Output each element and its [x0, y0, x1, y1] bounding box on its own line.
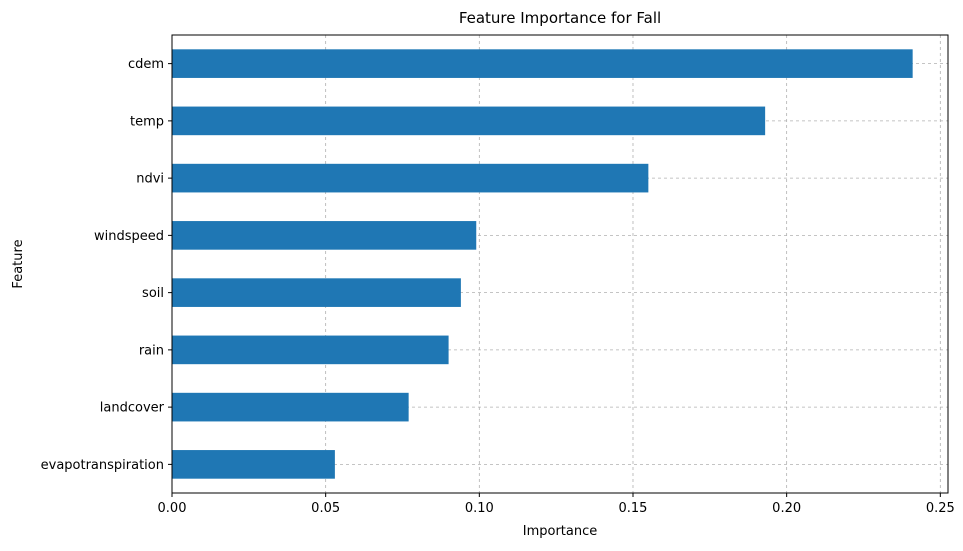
bar-rain	[172, 335, 449, 365]
x-tick-label: 0.00	[158, 501, 187, 516]
bar-windspeed	[172, 221, 477, 250]
plot-frame	[171, 34, 949, 494]
x-tick-label: 0.15	[619, 501, 648, 516]
y-tick-label: ndvi	[136, 172, 164, 187]
y-tick-label: soil	[142, 286, 164, 301]
y-tick-label: evapotranspiration	[41, 458, 164, 473]
bar-soil	[172, 278, 461, 307]
bar-ndvi	[172, 163, 649, 193]
grid-layer	[171, 35, 948, 493]
x-tick-label: 0.25	[926, 501, 955, 516]
bars-layer	[172, 49, 913, 479]
x-tick-label: 0.05	[311, 501, 340, 516]
y-tick-label: windspeed	[94, 229, 164, 244]
y-tick-label: temp	[130, 114, 164, 129]
chart-title: Feature Importance for Fall	[459, 9, 661, 27]
y-tick-label: rain	[139, 343, 164, 358]
y-axis-label: Feature	[11, 239, 26, 288]
y-tick-label: cdem	[128, 57, 164, 72]
x-ticks: 0.00 0.05 0.10 0.15 0.20 0.25	[158, 493, 955, 516]
y-ticks: cdem temp ndvi windspeed soil rain landcover ev…	[41, 57, 172, 473]
x-tick-label: 0.20	[772, 501, 801, 516]
bar-evapotranspiration	[172, 450, 335, 479]
x-axis-label: Importance	[523, 524, 598, 539]
bar-cdem	[172, 49, 913, 78]
x-tick-label: 0.10	[465, 501, 494, 516]
bar-landcover	[172, 392, 409, 422]
y-tick-label: landcover	[100, 401, 165, 416]
bar-temp	[172, 106, 766, 136]
